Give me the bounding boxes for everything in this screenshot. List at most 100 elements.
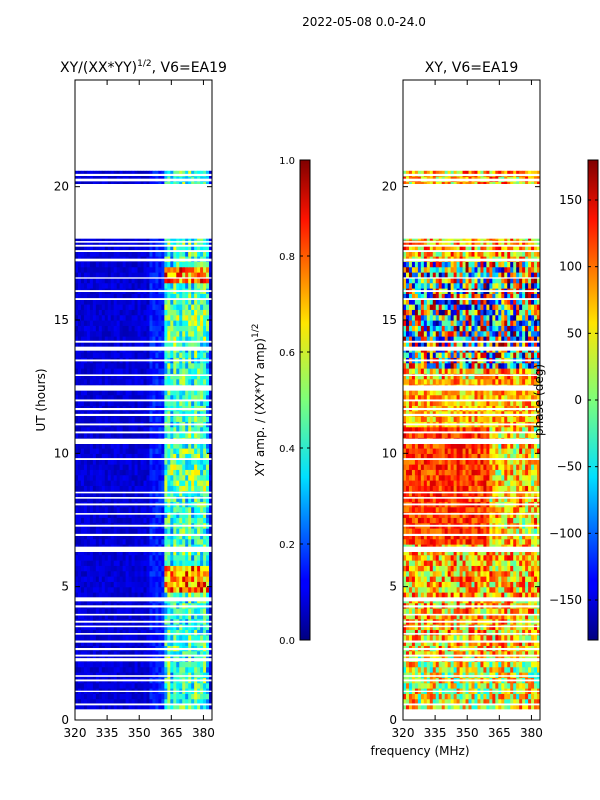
amplitude-cell [92,416,97,422]
phase-cell [453,704,458,710]
amplitude-cell [137,410,142,417]
amplitude-cell [113,272,118,278]
amplitude-cell [176,560,180,566]
amplitude-cell [92,314,97,321]
amplitude-cell [75,368,79,374]
phase-cell [486,682,490,689]
amplitude-cell [110,634,115,641]
amplitude-cell [122,474,127,481]
amplitude-cell [98,682,103,689]
amplitude-cell [146,528,151,534]
amplitude-cell [92,394,97,401]
amplitude-cell [161,394,165,401]
amplitude-cell [140,570,145,577]
amplitude-cell [191,666,195,673]
phase-cell [408,693,413,700]
amplitude-cell [143,272,148,278]
phase-cell [522,698,526,705]
amplitude-cell [98,480,103,486]
amplitude-cell [92,266,97,273]
amplitude-cell [143,442,148,449]
amplitude-cell [200,693,204,700]
amplitude-cell [185,432,189,438]
amplitude-cell [122,272,127,278]
amplitude-cell [152,341,157,348]
amplitude-cell [182,464,186,470]
amplitude-cell [128,314,133,321]
amplitude-cell [107,613,112,620]
amplitude-cell [194,554,198,561]
amplitude-cell [161,512,165,518]
amplitude-cell [95,314,100,321]
amplitude-cell [122,330,127,337]
amplitude-cell [83,613,88,620]
amplitude-cell [191,282,195,289]
amplitude-cell [83,512,88,518]
phase-cell [438,698,443,705]
amplitude-cell [173,613,177,620]
amplitude-cell [110,277,115,284]
phase-cell [414,682,419,689]
amplitude-cell [119,341,124,348]
amplitude-cell [92,490,97,497]
amplitude-cell [194,528,198,534]
amplitude-cell [83,549,88,556]
amplitude-cell [137,400,142,406]
amplitude-cell [173,698,177,705]
amplitude-cell [170,352,174,358]
amplitude-cell [206,250,210,257]
amplitude-cell [209,394,212,401]
amplitude-cell [185,613,189,620]
amplitude-cell [77,261,82,268]
amplitude-cell [191,464,195,470]
amplitude-cell [128,704,133,710]
amplitude-cell [197,576,201,582]
amplitude-cell [146,293,151,300]
amplitude-cell [158,325,162,332]
amplitude-cell [155,320,159,326]
amplitude-cell [197,469,201,476]
amplitude-cell [75,373,79,380]
amplitude-cell [173,490,177,497]
amplitude-cell [113,336,118,342]
amplitude-cell [176,314,180,321]
amplitude-cell [206,549,210,556]
phase-cell [534,693,538,700]
amplitude-cell [77,666,82,673]
amplitude-cell [209,298,212,305]
amplitude-cell [173,528,177,534]
amplitude-cell [176,309,180,316]
amplitude-cell [194,240,198,246]
amplitude-cell [122,293,127,300]
phase-cell [501,704,505,710]
amplitude-cell [176,426,180,433]
amplitude-cell [164,480,168,486]
amplitude-cell [182,629,186,636]
amplitude-cell [197,565,201,572]
amplitude-cell [116,352,121,358]
amplitude-cell [89,528,94,534]
amplitude-cell [86,704,91,710]
amplitude-cell [125,496,130,502]
amplitude-cell [182,352,186,358]
amplitude-cell [128,368,133,374]
amplitude-cell [80,640,85,646]
amplitude-cell [143,698,148,705]
amplitude-cell [188,666,192,673]
amplitude-cell [161,640,165,646]
amplitude-cell [107,368,112,374]
amplitude-cell [86,432,91,438]
amplitude-cell [104,469,109,476]
amplitude-cell [86,549,91,556]
amplitude-cell [83,298,88,305]
amplitude-cell [143,277,148,284]
amplitude-cell [179,282,183,289]
amplitude-cell [113,261,118,268]
amplitude-cell [167,485,171,492]
amplitude-cell [149,581,154,588]
amplitude-cell [197,586,201,593]
amplitude-cell [122,282,127,289]
amplitude-cell [101,490,106,497]
amplitude-cell [104,608,109,614]
amplitude-cell [122,448,127,454]
